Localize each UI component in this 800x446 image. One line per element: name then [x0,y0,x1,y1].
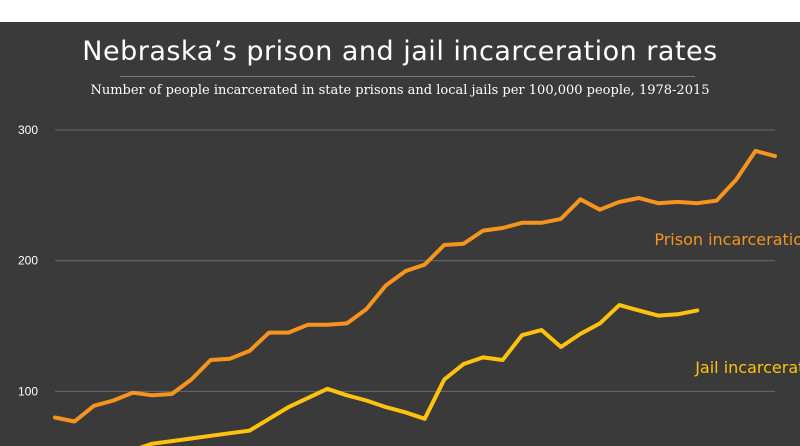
series-line-prison [53,148,777,424]
chart-panel: Nebraska’s prison and jail incarceration… [0,22,800,446]
chart-title: Nebraska’s prison and jail incarceration… [82,36,718,67]
title-divider [120,76,695,77]
chart-subtitle: Number of people incarcerated in state p… [90,83,710,98]
series-label-prison: Prison incarceration rate [654,230,800,249]
y-tick-label: 200 [18,254,38,268]
y-tick-label: 300 [18,123,38,137]
y-tick-label: 100 [18,384,38,398]
line-chart: 100 200 300 Prison incarceration rate Jail i… [18,123,800,446]
series-label-jail: Jail incarceration rate [694,358,800,377]
series-line-jail [139,303,700,446]
